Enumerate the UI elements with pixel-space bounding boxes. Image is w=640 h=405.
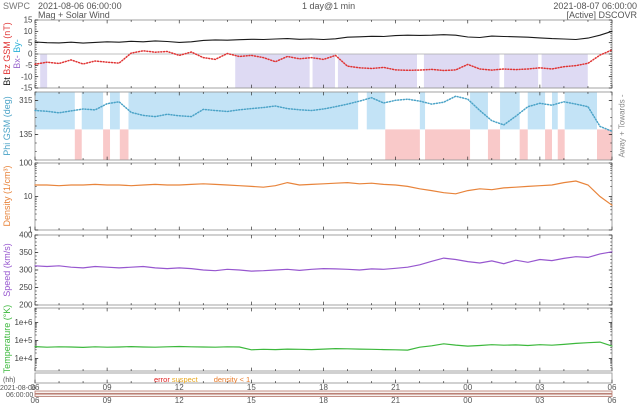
y-tick-label: 200 [19, 301, 33, 310]
shade-phi [545, 129, 552, 160]
x-tick-label: 18 [319, 396, 328, 405]
start-datetime: 2021-08-06 06:00:00 [38, 1, 122, 11]
shade-phi [470, 92, 488, 130]
y-tick-label: 10 [24, 27, 33, 36]
quality-strip [34, 393, 613, 397]
y-tick-label: 10 [24, 192, 33, 201]
shade-phi [74, 129, 82, 160]
shade-mag [541, 54, 588, 88]
series-density [34, 180, 613, 206]
y-tick-label: -5 [25, 61, 33, 70]
shade-phi [500, 92, 520, 130]
shade-phi [519, 129, 528, 160]
shade-mag [312, 54, 336, 88]
shade-phi [527, 92, 546, 130]
x-tick-label: 15 [247, 383, 256, 392]
y-tick-label: 400 [19, 231, 33, 240]
y-tick-label: -10 [21, 72, 33, 81]
y-tick-label: 135 [19, 130, 33, 139]
resolution-label: 1 day@1 min [302, 1, 356, 11]
x-tick-label: 12 [175, 383, 184, 392]
end-datetime: 2021-08-07 06:00:00 [553, 1, 637, 11]
x-tick-label: 21 [391, 396, 400, 405]
x-tick-label: 09 [103, 383, 112, 392]
shade-mag [235, 54, 310, 88]
legend-suspect: suspect [171, 375, 198, 384]
y-tick-label: 100 [19, 159, 33, 168]
x-tick-label: 03 [535, 396, 544, 405]
footer-date: 2021-08-06 [0, 384, 36, 392]
app-logo-text: SWPC [3, 1, 30, 11]
series-speed [34, 251, 613, 272]
x-tick-label: 09 [103, 396, 112, 405]
shade-phi [110, 92, 120, 130]
series-phi-gsm [34, 95, 613, 133]
x-tick-label: 21 [391, 383, 400, 392]
shade-mag [423, 54, 500, 88]
shade-phi [425, 129, 471, 160]
shade-phi [564, 92, 597, 130]
series-bt [34, 30, 613, 44]
plot-title: Mag + Solar Wind [38, 10, 110, 20]
y-tick-label: 300 [19, 266, 33, 275]
shade-phi [385, 129, 420, 160]
x-tick-label: 06 [608, 383, 617, 392]
y-tick-label: 1 [28, 226, 33, 235]
series-temperature [34, 341, 613, 351]
source-status: [Active] DSCOVR [566, 10, 637, 20]
y-tick-label: 315 [19, 96, 33, 105]
y-tick-label: 1e+5 [14, 336, 33, 345]
shade-phi [557, 129, 565, 160]
x-tick-label: 15 [247, 396, 256, 405]
shade-phi [103, 129, 111, 160]
shade-phi [551, 92, 558, 130]
shade-phi [119, 129, 129, 160]
shade-phi [596, 129, 612, 160]
y-tick-label: -15 [21, 84, 33, 93]
y-tick-label: 250 [19, 283, 33, 292]
x-tick-label: 00 [463, 383, 472, 392]
shade-phi [81, 92, 104, 130]
y-tick-label: 0 [28, 50, 33, 59]
panel-border-density [34, 162, 613, 231]
y-tick-label: 15 [24, 16, 33, 25]
shade-phi [128, 92, 359, 130]
y-tick-label: 350 [19, 248, 33, 257]
x-tick-label: 06 [31, 383, 40, 392]
x-tick-label: 12 [175, 396, 184, 405]
shade-mag [504, 54, 539, 88]
shade-mag [337, 54, 417, 88]
shade-phi [366, 92, 386, 130]
shade-phi [419, 92, 426, 130]
x-tick-label: 03 [535, 383, 544, 392]
panel-border-temperature [34, 307, 613, 372]
shade-mag [40, 54, 48, 88]
quality-strip [34, 390, 613, 394]
hh-unit-label: (hh) [3, 377, 16, 384]
legend-error: error [154, 375, 170, 384]
series-bz-gsm [34, 49, 613, 72]
quality-legend: error suspect density < 1 [154, 375, 250, 384]
x-tick-label: 00 [463, 396, 472, 405]
y-tick-label: 5 [28, 38, 33, 47]
x-tick-label: 06 [608, 396, 617, 405]
x-tick-label: 06 [31, 396, 40, 405]
footer-time: 06:00:00 [6, 392, 34, 399]
y-tick-label: 1e+6 [14, 318, 33, 327]
x-tick-label: 18 [319, 383, 328, 392]
legend-density-lt1: density < 1 [213, 375, 251, 384]
y-tick-label: 1e+4 [14, 354, 33, 363]
shade-phi [487, 129, 501, 160]
panel-border-speed [34, 234, 613, 306]
